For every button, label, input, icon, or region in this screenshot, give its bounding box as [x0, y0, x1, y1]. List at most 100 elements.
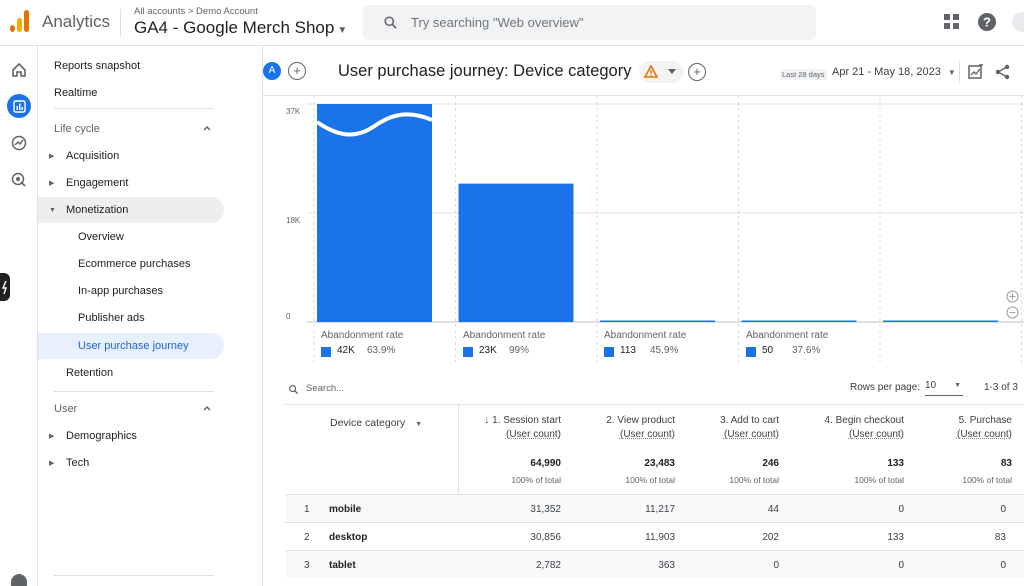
nav-retention[interactable]: Retention — [66, 367, 114, 379]
date-range-picker[interactable]: Apr 21 - May 18, 2023 ▼ — [832, 66, 956, 78]
cell-begin-checkout: 133 — [887, 532, 904, 543]
table-header: Device category ▼ ↓ 1. Session start (Us… — [285, 404, 1024, 495]
caret-right-icon: ▶ — [49, 433, 55, 440]
nav-monetization-overview[interactable]: Overview — [78, 231, 124, 243]
nav-section-user[interactable]: User — [38, 395, 224, 423]
abandonment-swatch — [746, 347, 756, 357]
side-panel-toggle[interactable] — [0, 273, 10, 301]
dimension-header[interactable]: Device category ▼ — [330, 417, 422, 429]
add-icon[interactable]: + — [688, 63, 706, 81]
caret-down-icon: ▼ — [49, 206, 56, 214]
nav-in-app-purchases[interactable]: In-app purchases — [78, 285, 163, 297]
column-session-start[interactable]: ↓ 1. Session start (User count) 64,990 1… — [461, 405, 561, 495]
nav-label: Tech — [66, 457, 90, 469]
share-icon[interactable] — [994, 63, 1012, 81]
cell-begin-checkout: 0 — [898, 504, 904, 515]
report-status-chip[interactable] — [639, 61, 683, 83]
cell-add-to-cart: 202 — [762, 532, 779, 543]
nav-publisher-ads[interactable]: Publisher ads — [78, 312, 145, 324]
account-breadcrumb[interactable]: All accounts > Demo Account — [134, 6, 258, 17]
bar-3. Add to cart[interactable] — [600, 320, 715, 323]
help-icon[interactable]: ? — [977, 12, 997, 32]
table-row[interactable]: 2 desktop 30,856 11,903 202 133 83 — [285, 522, 1024, 550]
nav-engagement[interactable]: ▶ Engagement — [38, 170, 224, 196]
abandonment-footer[interactable]: Abandonment rate 50 37.6% — [740, 326, 880, 362]
column-add-to-cart[interactable]: 3. Add to cart (User count) 246 100% of … — [679, 405, 779, 495]
column-total-percent: 100% of total — [511, 475, 561, 485]
abandonment-rate: 45.9% — [650, 345, 679, 356]
row-index: 1 — [304, 504, 310, 515]
abandonment-rate: 63.9% — [367, 345, 396, 356]
nav-tech[interactable]: ▶ Tech — [38, 450, 224, 476]
home-icon[interactable] — [7, 58, 31, 82]
lightning-icon — [1, 280, 7, 295]
column-begin-checkout[interactable]: 4. Begin checkout (User count) 133 100% … — [794, 405, 905, 495]
apps-grid-icon[interactable] — [942, 12, 962, 32]
nav-section-lifecycle[interactable]: Life cycle — [38, 115, 224, 143]
cell-begin-checkout: 0 — [898, 560, 904, 571]
cell-session-start: 2,782 — [535, 560, 561, 571]
nav-ecommerce-purchases[interactable]: Ecommerce purchases — [78, 258, 191, 270]
nav-reports-snapshot[interactable]: Reports snapshot — [54, 60, 141, 72]
abandonment-rate: 37.6% — [792, 345, 821, 356]
explore-icon[interactable] — [7, 131, 31, 155]
column-total: 23,483 — [644, 458, 675, 469]
nav-realtime[interactable]: Realtime — [54, 87, 98, 99]
header-divider — [120, 9, 121, 37]
abandonment-count: 42K — [337, 345, 355, 356]
reports-icon[interactable] — [7, 94, 31, 118]
account-avatar[interactable] — [1012, 12, 1024, 32]
property-selector[interactable]: GA4 - Google Merch Shop ▼ — [134, 18, 347, 38]
overflow-wave — [315, 112, 433, 137]
funnel-chart-svg — [307, 96, 1024, 362]
abandonment-label: Abandonment rate — [463, 330, 546, 341]
bar-5. Purchase[interactable] — [883, 320, 998, 323]
caret-right-icon: ▶ — [49, 153, 55, 160]
nav-user-purchase-journey[interactable]: User purchase journey — [38, 333, 224, 359]
nav-demographics[interactable]: ▶ Demographics — [38, 423, 224, 449]
column-total-percent: 100% of total — [854, 475, 904, 485]
column-purchase[interactable]: 5. Purchase (User count) 83 100% of tota… — [912, 405, 1012, 495]
bar-4. Begin checkout[interactable] — [741, 320, 857, 323]
svg-text:?: ? — [983, 15, 991, 30]
caret-down-icon: ▼ — [954, 382, 961, 389]
comparison-avatar[interactable]: A — [263, 62, 281, 80]
row-device: mobile — [329, 504, 362, 515]
search-placeholder: Try searching "Web overview" — [411, 15, 584, 30]
customize-report-icon[interactable] — [967, 63, 985, 81]
cell-view-product: 363 — [658, 560, 675, 571]
abandonment-footer[interactable]: Abandonment rate 42K 63.9% — [315, 326, 455, 362]
add-comparison-icon[interactable]: + — [288, 62, 306, 80]
bar-2. View product[interactable] — [458, 183, 574, 322]
zoom-out-icon[interactable] — [1006, 306, 1019, 319]
search-bar[interactable]: Try searching "Web overview" — [363, 5, 816, 40]
analytics-logo[interactable] — [10, 10, 30, 32]
abandonment-footer[interactable]: Abandonment rate 113 45.9% — [598, 326, 738, 362]
nav-monetization[interactable]: ▼ Monetization — [38, 197, 224, 223]
abandonment-label: Abandonment rate — [604, 330, 687, 341]
cell-view-product: 11,903 — [645, 532, 675, 543]
table-row[interactable]: 3 tablet 2,782 363 0 0 0 — [285, 550, 1024, 578]
abandonment-footer[interactable]: Abandonment rate 23K 99% — [457, 326, 597, 362]
rows-per-page-select[interactable]: 10 ▼ — [925, 380, 963, 396]
rows-per-page-value: 10 — [925, 380, 937, 391]
table-row[interactable]: 1 mobile 31,352 11,217 44 0 0 — [285, 494, 1024, 522]
nav-acquisition[interactable]: ▶ Acquisition — [38, 143, 224, 169]
table-search-input[interactable]: Search... — [306, 383, 345, 394]
zoom-in-icon[interactable] — [1006, 290, 1019, 303]
product-name: Analytics — [42, 12, 111, 31]
settings-icon[interactable] — [11, 574, 27, 586]
y-tick-label: 37K — [286, 107, 301, 116]
row-device: tablet — [329, 560, 356, 571]
column-metric: (User count) — [848, 429, 904, 440]
y-tick-label: 18K — [286, 216, 301, 225]
bar-1. Session start[interactable] — [317, 104, 432, 322]
column-view-product[interactable]: 2. View product (User count) 23,483 100%… — [575, 405, 675, 495]
column-metric: (User count) — [723, 429, 779, 440]
advertising-icon[interactable] — [7, 168, 31, 192]
column-title: 5. Purchase — [958, 415, 1012, 426]
column-total-percent: 100% of total — [625, 475, 675, 485]
nav-label: Acquisition — [66, 150, 120, 162]
funnel-chart: 37K 18K 0 Abandonment rate 42K 63.9% Aba… — [263, 96, 1024, 364]
date-range-value: Apr 21 - May 18, 2023 — [832, 66, 941, 78]
